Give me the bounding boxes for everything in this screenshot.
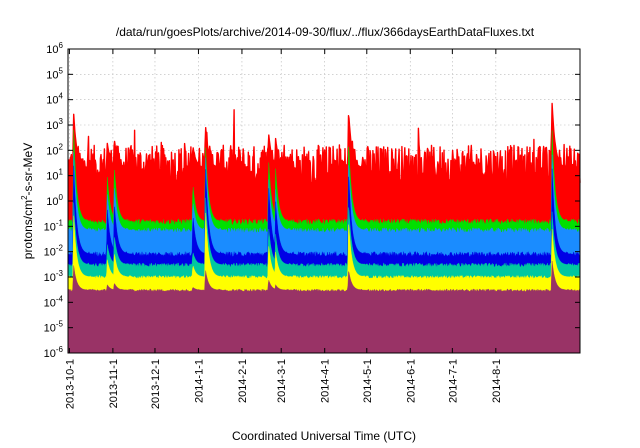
- x-tick-label: 2014-3-1: [276, 359, 288, 403]
- chart-title: /data/run/goesPlots/archive/2014-09-30/f…: [116, 25, 535, 39]
- y-tick-label: 10-1: [44, 218, 64, 233]
- y-tick-label: 105: [46, 66, 63, 81]
- y-tick-label: 103: [46, 117, 63, 132]
- x-tick-label: 2014-2-1: [237, 359, 249, 403]
- y-tick-label: 101: [46, 168, 63, 183]
- x-axis-label: Coordinated Universal Time (UTC): [232, 429, 416, 443]
- x-tick-label: 2013-12-1: [150, 359, 162, 409]
- x-tick-label: 2014-1-1: [193, 359, 205, 403]
- y-axis: 10-6 10-5 10-4 10-3 10-2 10-1 100 101 102 103 104 1…: [44, 41, 580, 360]
- y-tick-label: 106: [46, 41, 63, 56]
- y-tick-label: 100: [46, 193, 63, 208]
- x-tick-label: 2013-11-1: [108, 359, 120, 408]
- y-tick-label: 10-4: [44, 294, 64, 309]
- y-tick-label: 10-6: [44, 345, 64, 360]
- x-tick-label: 2014-7-1: [447, 359, 459, 403]
- x-tick-label: 2014-6-1: [405, 359, 417, 403]
- y-axis-label: protons/cm2-s-sr-MeV: [20, 143, 35, 259]
- y-tick-label: 10-5: [44, 320, 64, 335]
- y-tick-label: 102: [46, 142, 63, 157]
- x-tick-label: 2014-5-1: [362, 359, 374, 403]
- x-axis: 2013-10-1 2013-11-1 2013-12-1 2014-1-1 2014-…: [64, 49, 503, 409]
- y-tick-label: 10-3: [44, 269, 64, 284]
- x-tick-label: 2014-4-1: [320, 359, 332, 403]
- x-tick-label: 2013-10-1: [64, 359, 76, 409]
- series-layer: [67, 102, 581, 354]
- y-tick-label: 104: [46, 92, 63, 107]
- series-area-6: [67, 260, 581, 354]
- y-tick-label: 10-2: [44, 244, 64, 259]
- x-tick-label: 2014-8-1: [491, 359, 503, 403]
